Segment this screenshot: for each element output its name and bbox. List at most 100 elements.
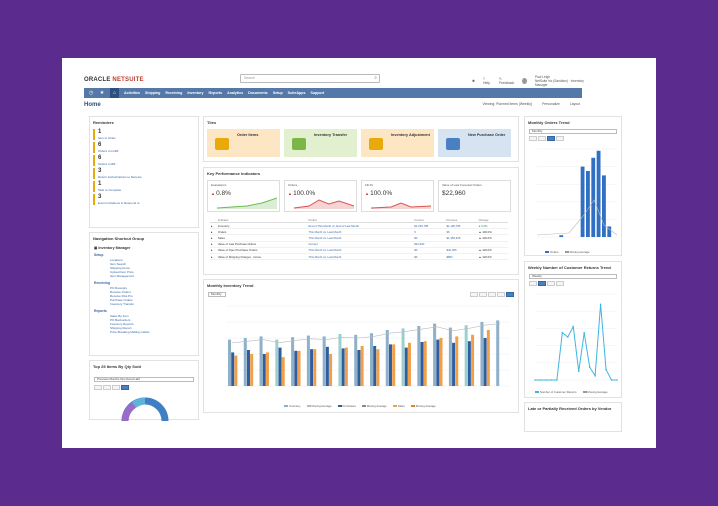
home-icon[interactable]: ⌂ xyxy=(110,88,119,98)
user-menu[interactable]: Paul Leigh NetSuite Inc (Sandbox) · Inve… xyxy=(534,75,584,87)
kpi-current[interactable]: $0 xyxy=(413,253,446,261)
help-link[interactable]: ? Help xyxy=(482,77,491,85)
kpi-previous[interactable] xyxy=(445,241,478,248)
wcr-point[interactable] xyxy=(561,331,564,334)
kpi-col-header[interactable]: Change xyxy=(477,217,508,223)
kpi-period[interactable]: End of This Month vs. End of Last Month xyxy=(307,222,414,230)
mit-bar[interactable] xyxy=(297,350,301,386)
mit-bar[interactable] xyxy=(404,347,408,386)
top25-chart-btn-2[interactable] xyxy=(103,385,111,390)
kpi-col-header[interactable]: Indicator xyxy=(216,217,308,223)
nsg-link[interactable]: Upload Item Price xyxy=(110,270,134,274)
top25-chart-btn-4[interactable] xyxy=(121,385,129,390)
reminder-label[interactable]: Orders to Bill xyxy=(98,162,116,166)
mit-bar[interactable] xyxy=(262,354,266,386)
tile-0[interactable]: Order Items xyxy=(207,129,280,157)
mot-period-select[interactable]: Monthly xyxy=(529,129,617,134)
nav-suiteapps[interactable]: SuiteApps xyxy=(287,91,306,95)
mit-bar[interactable] xyxy=(496,320,500,386)
kpi-current[interactable]: $1,196,785 xyxy=(413,222,446,230)
mit-bar[interactable] xyxy=(467,341,471,386)
kpi-row[interactable]: ▸ Value of Open Purchase Orders This Month… xyxy=(210,247,508,254)
global-search-input[interactable]: Search ⌕ xyxy=(240,74,380,83)
mit-bar[interactable] xyxy=(354,334,358,386)
nsg-link[interactable]: Receive RAs Pro xyxy=(110,294,133,298)
mit-bar[interactable] xyxy=(420,342,424,386)
nsg-link[interactable]: Purchase Orders xyxy=(110,298,133,302)
nsg-link[interactable]: Shipping Items xyxy=(110,266,130,270)
kpi-period[interactable]: This Month vs. Last Month xyxy=(307,228,414,236)
mit-bar[interactable] xyxy=(439,338,443,386)
mit-bar[interactable] xyxy=(401,328,405,386)
mit-bar[interactable] xyxy=(246,350,250,386)
mot-chart-btn-3[interactable] xyxy=(547,136,555,141)
kpi-col-header[interactable]: Previous xyxy=(445,217,478,223)
kpi-current[interactable]: $0 xyxy=(413,247,446,254)
mit-bar[interactable] xyxy=(310,349,314,386)
mot-chart-btn-4[interactable] xyxy=(556,136,564,141)
user-avatar[interactable] xyxy=(522,78,527,84)
nav-analytics[interactable]: Analytics xyxy=(227,91,244,95)
wcr-point[interactable] xyxy=(556,379,558,381)
tile-1[interactable]: Inventory Transfer xyxy=(284,129,357,157)
kpi-row-expand[interactable]: ▸ xyxy=(210,228,217,236)
mit-bar[interactable] xyxy=(306,335,310,386)
kpi-row[interactable]: ▸ Inventory End of This Month vs. End of L… xyxy=(210,222,508,230)
top25-period-select[interactable]: Previous Months this Fiscal Half xyxy=(94,377,194,382)
mit-bar[interactable] xyxy=(281,357,285,386)
reminder-item[interactable]: 3 Event Invitations to Respond to xyxy=(93,194,195,205)
nav-support[interactable]: Support xyxy=(310,91,325,95)
mit-bar[interactable] xyxy=(370,333,373,386)
mit-bar[interactable] xyxy=(275,339,279,386)
mit-bar[interactable] xyxy=(480,322,484,386)
reminder-item[interactable]: 6 Orders to Fulfill xyxy=(93,142,195,153)
wcr-point[interactable] xyxy=(534,379,536,381)
mit-bar[interactable] xyxy=(243,338,247,386)
mot-chart-btn-2[interactable] xyxy=(538,136,546,141)
mit-chart-btn-4[interactable] xyxy=(497,292,505,297)
kpi-row[interactable]: ▸ Sales This Month vs. Last Month $0 $1,353,… xyxy=(210,234,508,242)
wcr-point[interactable] xyxy=(539,379,542,381)
feedback-link[interactable]: ✎ Feedback xyxy=(498,77,515,85)
search-icon[interactable]: ⌕ xyxy=(374,75,377,81)
nsg-link[interactable]: Receive Orders xyxy=(110,290,131,294)
kpi-row-expand[interactable]: ▸ xyxy=(210,247,217,254)
mit-bar[interactable] xyxy=(436,339,440,386)
wcr-point[interactable] xyxy=(583,331,585,334)
nsg-link[interactable]: Shipping Report xyxy=(110,326,132,330)
kpi-row[interactable]: ▸ Orders This Month vs. Last Month 6 96 ▲ 100… xyxy=(210,228,508,236)
wcr-point[interactable] xyxy=(572,325,575,328)
tile-2[interactable]: Inventory Adjustment xyxy=(361,129,434,157)
mit-bar[interactable] xyxy=(341,348,345,386)
kpi-row-expand[interactable]: ▸ xyxy=(210,234,217,242)
kpi-current[interactable]: 6 xyxy=(413,228,446,236)
wcr-point[interactable] xyxy=(577,370,580,373)
mit-chart-btn-5[interactable] xyxy=(506,292,514,297)
mit-bar[interactable] xyxy=(231,352,235,386)
reminder-item[interactable]: 1 Item to Order xyxy=(93,129,195,140)
kpi-card[interactable]: Value of Last Forecast Orders $22,960 xyxy=(438,180,511,212)
nav-setup[interactable]: Setup xyxy=(272,91,283,95)
nsg-link[interactable]: Item Search xyxy=(110,262,127,266)
mit-bar[interactable] xyxy=(392,344,396,386)
nsg-link[interactable]: Inventory Transfer xyxy=(110,302,135,306)
wcr-point[interactable] xyxy=(588,366,591,368)
mit-bar[interactable] xyxy=(423,341,427,386)
wcr-point[interactable] xyxy=(594,374,596,377)
mit-bar[interactable] xyxy=(357,350,361,386)
nsg-link[interactable]: Sales By Item xyxy=(110,314,129,318)
kpi-row[interactable]: ▸ Value of Late Purchase Orders Current $22… xyxy=(210,241,508,248)
mit-bar[interactable] xyxy=(471,334,475,386)
kpi-previous[interactable]: $1,196,785 xyxy=(445,222,478,230)
kpi-row-expand[interactable]: ▸ xyxy=(210,241,217,248)
wcr-point[interactable] xyxy=(616,379,618,381)
reminder-label[interactable]: Task to Complete xyxy=(98,188,122,192)
kpi-period[interactable]: This Month vs. Last Month xyxy=(307,234,414,242)
nsg-link[interactable]: Locations xyxy=(110,258,123,262)
mit-bar[interactable] xyxy=(250,354,254,386)
mit-bar[interactable] xyxy=(322,336,326,386)
kpi-period[interactable]: This Month vs. Last Month xyxy=(307,253,414,261)
mit-bar[interactable] xyxy=(417,326,421,386)
mit-bar[interactable] xyxy=(329,354,333,386)
tile-3[interactable]: New Purchase Order xyxy=(438,129,511,157)
